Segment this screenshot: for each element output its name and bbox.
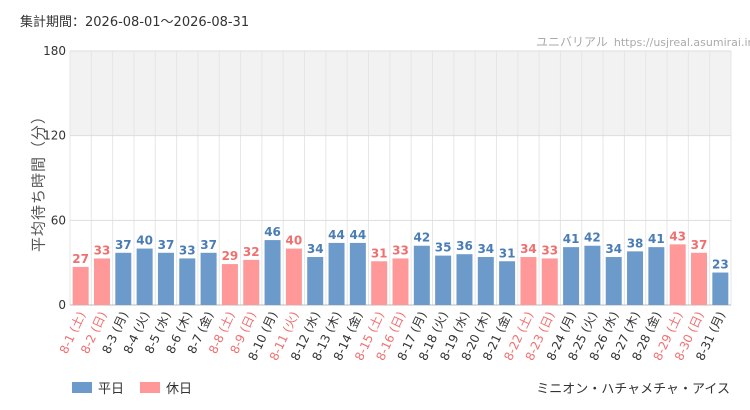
legend-item-weekday[interactable]: 平日	[72, 378, 124, 397]
data-label: 34	[520, 242, 537, 256]
data-label: 31	[371, 246, 388, 260]
brand-credit: ユニバリアル https://usjreal.asumirai.info	[536, 33, 750, 50]
bar	[200, 252, 217, 305]
bar	[157, 252, 174, 305]
bar	[93, 258, 110, 305]
bar	[72, 266, 89, 305]
data-label: 37	[200, 238, 217, 252]
data-label: 44	[350, 228, 367, 242]
legend: 平日 休日	[72, 378, 208, 397]
data-label: 35	[435, 241, 452, 255]
data-label: 32	[243, 245, 260, 259]
data-label: 42	[413, 231, 430, 245]
bar	[349, 242, 366, 305]
bar	[136, 248, 153, 305]
data-label: 33	[541, 243, 558, 257]
bar	[115, 252, 132, 305]
bar	[307, 257, 324, 305]
y-tick-label: 60	[51, 213, 66, 227]
bar	[627, 251, 644, 305]
bar	[435, 255, 452, 305]
bar	[285, 248, 302, 305]
data-label: 37	[115, 238, 132, 252]
legend-swatch-weekday	[72, 382, 92, 393]
bar	[243, 259, 260, 305]
data-label: 36	[456, 239, 473, 253]
legend-swatch-holiday	[140, 382, 161, 393]
y-tick-label: 120	[43, 129, 66, 143]
bar	[712, 272, 729, 305]
data-label: 27	[72, 252, 89, 266]
data-label: 37	[158, 238, 175, 252]
bar	[413, 245, 430, 305]
period-label: 集計期間：2026-08-01～2026-08-31	[20, 15, 250, 30]
data-label: 34	[477, 242, 494, 256]
y-tick-label: 0	[58, 298, 66, 312]
y-tick-label: 180	[43, 44, 66, 58]
data-label: 33	[179, 243, 196, 257]
bar	[179, 258, 196, 305]
data-label: 31	[499, 246, 516, 260]
brand-name: ユニバリアル	[536, 35, 608, 49]
bar	[669, 244, 686, 305]
bar	[584, 245, 601, 305]
data-label: 37	[691, 238, 708, 252]
data-label: 33	[392, 243, 409, 257]
data-label: 40	[136, 234, 153, 248]
data-label: 41	[648, 232, 665, 246]
data-label: 23	[712, 258, 729, 272]
bar	[541, 258, 558, 305]
bar	[371, 261, 388, 305]
bar	[563, 247, 580, 305]
data-label: 34	[605, 242, 622, 256]
data-label: 41	[563, 232, 580, 246]
data-label: 42	[584, 231, 601, 245]
data-label: 34	[307, 242, 324, 256]
bar	[499, 261, 516, 305]
bar	[456, 254, 473, 305]
bar	[328, 242, 345, 305]
bar	[520, 257, 537, 305]
legend-label-holiday: 休日	[166, 382, 193, 397]
brand-url[interactable]: https://usjreal.asumirai.info	[613, 36, 750, 49]
data-label: 46	[264, 225, 281, 239]
bar	[221, 264, 238, 305]
data-label: 43	[669, 229, 686, 243]
bar	[605, 257, 622, 305]
data-label: 33	[94, 243, 111, 257]
bar	[648, 247, 665, 305]
data-label: 38	[627, 236, 644, 250]
data-label: 44	[328, 228, 345, 242]
data-label: 29	[222, 249, 239, 263]
bar	[477, 257, 494, 305]
attraction-name: ミニオン・ハチャメチャ・アイス	[536, 382, 730, 397]
high-wait-band	[70, 51, 731, 136]
bar	[264, 240, 281, 305]
data-label: 40	[286, 234, 303, 248]
bar	[392, 258, 409, 305]
legend-label-weekday: 平日	[98, 382, 125, 397]
legend-item-holiday[interactable]: 休日	[140, 378, 192, 397]
bar	[691, 252, 708, 305]
